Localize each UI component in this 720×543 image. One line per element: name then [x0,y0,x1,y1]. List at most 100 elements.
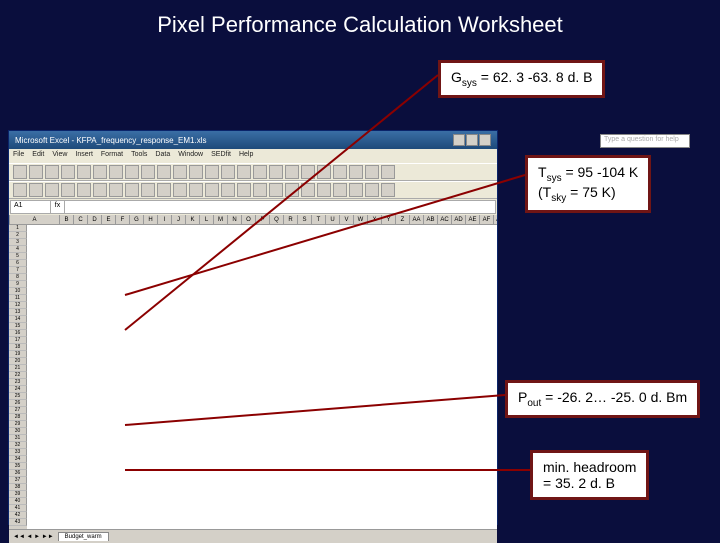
row-header[interactable]: 6 [9,260,27,267]
toolbar-button[interactable] [317,183,331,197]
column-header[interactable]: AE [466,215,480,225]
fx-button[interactable]: fx [51,201,65,213]
row-header[interactable]: 31 [9,435,27,442]
row-header[interactable]: 34 [9,456,27,463]
toolbar-button[interactable] [125,183,139,197]
row-header[interactable]: 42 [9,512,27,519]
row-header[interactable]: 43 [9,519,27,526]
row-header[interactable]: 2 [9,232,27,239]
column-header[interactable]: K [186,215,200,225]
toolbar-button[interactable] [189,183,203,197]
row-header[interactable]: 21 [9,365,27,372]
column-header[interactable]: I [158,215,172,225]
menu-file[interactable]: File [13,151,24,161]
column-header[interactable]: T [312,215,326,225]
row-header[interactable]: 39 [9,491,27,498]
help-search[interactable]: Type a question for help [600,134,690,148]
column-header[interactable]: X [368,215,382,225]
toolbar-button[interactable] [301,183,315,197]
row-header[interactable]: 28 [9,414,27,421]
row-header[interactable]: 1 [9,225,27,232]
toolbar-button[interactable] [269,183,283,197]
column-header[interactable]: P [256,215,270,225]
row-header[interactable]: 36 [9,470,27,477]
toolbar-button[interactable] [157,165,171,179]
row-header[interactable]: 16 [9,330,27,337]
toolbar-button[interactable] [349,183,363,197]
toolbar-button[interactable] [205,183,219,197]
column-header[interactable]: V [340,215,354,225]
tab-nav[interactable]: ◄◄ ◄ ► ►► [13,534,54,540]
toolbar-button[interactable] [29,183,43,197]
menu-data[interactable]: Data [155,151,170,161]
toolbar-button[interactable] [381,183,395,197]
row-header[interactable]: 12 [9,302,27,309]
toolbar-button[interactable] [365,183,379,197]
toolbar-button[interactable] [189,165,203,179]
row-header[interactable]: 23 [9,379,27,386]
column-header[interactable]: E [102,215,116,225]
column-header[interactable]: A [10,215,60,225]
column-header[interactable]: U [326,215,340,225]
column-header[interactable]: B [60,215,74,225]
menu-help[interactable]: Help [239,151,253,161]
row-header[interactable]: 20 [9,358,27,365]
row-header[interactable]: 37 [9,477,27,484]
toolbar-button[interactable] [45,183,59,197]
row-header[interactable]: 41 [9,505,27,512]
column-header[interactable]: J [172,215,186,225]
toolbar-button[interactable] [365,165,379,179]
menu-edit[interactable]: Edit [32,151,44,161]
toolbar-button[interactable] [221,183,235,197]
column-header[interactable]: R [284,215,298,225]
menu-insert[interactable]: Insert [75,151,93,161]
toolbar-button[interactable] [333,165,347,179]
row-header[interactable]: 25 [9,393,27,400]
toolbar-button[interactable] [45,165,59,179]
menu-view[interactable]: View [52,151,67,161]
toolbar-button[interactable] [157,183,171,197]
row-header[interactable]: 4 [9,246,27,253]
toolbar-button[interactable] [237,165,251,179]
column-header[interactable]: S [298,215,312,225]
column-header[interactable]: N [228,215,242,225]
toolbar-button[interactable] [29,165,43,179]
row-header[interactable]: 13 [9,309,27,316]
toolbar-button[interactable] [221,165,235,179]
row-header[interactable]: 8 [9,274,27,281]
column-header[interactable]: F [116,215,130,225]
row-header[interactable]: 38 [9,484,27,491]
toolbar-button[interactable] [173,165,187,179]
column-header[interactable]: C [74,215,88,225]
row-header[interactable]: 14 [9,316,27,323]
toolbar-button[interactable] [93,183,107,197]
row-header[interactable]: 9 [9,281,27,288]
column-header[interactable]: AB [424,215,438,225]
toolbar-button[interactable] [317,165,331,179]
row-header[interactable]: 22 [9,372,27,379]
column-header[interactable]: Z [396,215,410,225]
column-header[interactable]: W [354,215,368,225]
row-header[interactable]: 18 [9,344,27,351]
column-header[interactable]: M [214,215,228,225]
row-header[interactable]: 11 [9,295,27,302]
menu-format[interactable]: Format [101,151,123,161]
toolbar-button[interactable] [109,165,123,179]
formula-input[interactable] [65,201,495,213]
toolbar-button[interactable] [125,165,139,179]
column-header[interactable]: O [242,215,256,225]
close-button[interactable] [479,134,491,146]
row-header[interactable]: 32 [9,442,27,449]
cells[interactable] [27,225,497,529]
toolbar-button[interactable] [141,165,155,179]
toolbar-button[interactable] [269,165,283,179]
maximize-button[interactable] [466,134,478,146]
row-header[interactable]: 30 [9,428,27,435]
toolbar-button[interactable] [77,183,91,197]
name-box[interactable]: A1 [11,201,51,213]
toolbar-button[interactable] [61,165,75,179]
toolbar-button[interactable] [109,183,123,197]
row-header[interactable]: 17 [9,337,27,344]
row-header[interactable]: 40 [9,498,27,505]
toolbar-button[interactable] [77,165,91,179]
